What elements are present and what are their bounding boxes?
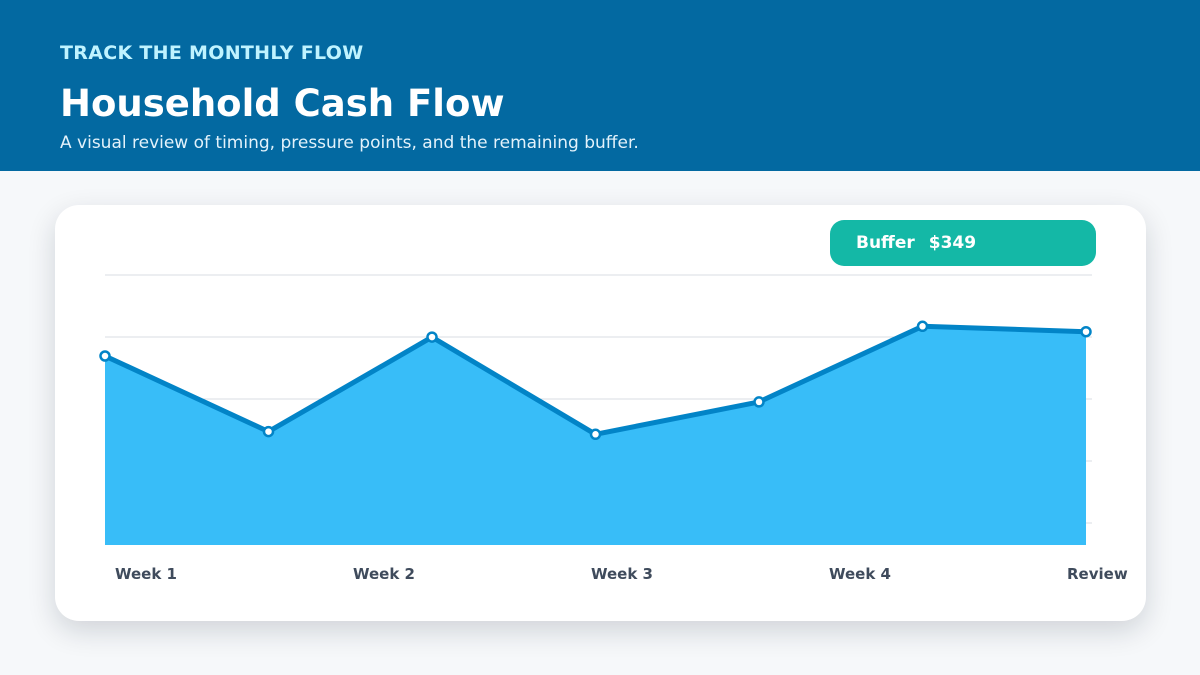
data-point-4 bbox=[589, 428, 602, 441]
x-tick-label-3: Week 3 bbox=[591, 565, 653, 583]
page-subtitle: A visual review of timing, pressure poin… bbox=[60, 133, 639, 153]
data-point-7 bbox=[1080, 325, 1092, 338]
x-tick-label-4: Week 4 bbox=[829, 565, 891, 583]
x-tick-label-1: Week 1 bbox=[115, 565, 177, 583]
x-tick-label-2: Week 2 bbox=[353, 565, 415, 583]
data-point-3 bbox=[426, 331, 438, 343]
data-point-1 bbox=[99, 350, 111, 362]
eyebrow-text: TRACK THE MONTHLY FLOW bbox=[60, 42, 364, 64]
x-tick-label-5: Review bbox=[1067, 565, 1128, 583]
page-title: Household Cash Flow bbox=[60, 82, 505, 125]
data-point-5 bbox=[753, 396, 765, 408]
buffer-label: Buffer bbox=[856, 233, 915, 253]
buffer-badge: Buffer $349 bbox=[830, 220, 1096, 266]
data-point-2 bbox=[262, 425, 275, 438]
buffer-value: $349 bbox=[928, 233, 977, 253]
data-point-6 bbox=[916, 320, 929, 333]
header-banner bbox=[0, 0, 1200, 171]
